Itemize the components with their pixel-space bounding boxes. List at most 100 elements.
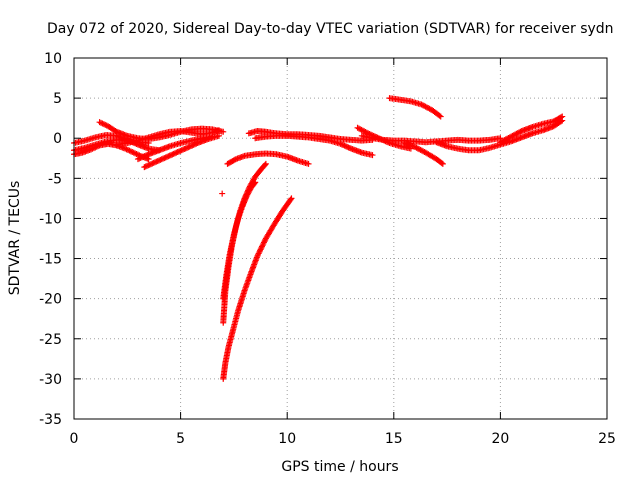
data-point [256, 247, 263, 254]
data-point [181, 146, 188, 153]
data-point [137, 154, 144, 161]
series-arc-e [113, 127, 222, 148]
data-point [146, 161, 153, 168]
series-arc-b [71, 132, 163, 154]
data-point [255, 250, 262, 257]
data-point [438, 160, 445, 167]
y-tick-labels: 10 5 0 -5 -10 -15 -20 -25 -30 -35 [39, 51, 62, 428]
y-tick-label: -30 [39, 372, 62, 388]
data-point [187, 143, 194, 150]
y-tick-label: -15 [39, 252, 62, 268]
data-point [255, 251, 262, 258]
data-point [186, 143, 193, 150]
data-point [262, 160, 269, 167]
data-point [169, 151, 176, 158]
data-point [174, 149, 181, 156]
data-point [260, 239, 267, 246]
series-arc-j [220, 195, 295, 382]
y-tick-label: -10 [39, 211, 62, 227]
data-point [179, 146, 186, 153]
x-tick-labels: 0 5 10 15 20 25 [70, 431, 616, 447]
data-point [209, 133, 216, 140]
data-point [160, 155, 167, 162]
data-point [148, 161, 155, 168]
data-point [173, 149, 180, 156]
data-point [257, 246, 264, 253]
data-point [341, 142, 348, 149]
data-point [439, 160, 446, 167]
data-point [258, 245, 265, 252]
x-tick-label: 10 [278, 431, 296, 447]
data-point [134, 156, 141, 163]
x-tick-label: 20 [491, 431, 509, 447]
data-point [177, 147, 184, 154]
data-point [260, 240, 267, 247]
data-point [136, 155, 143, 162]
data-point [215, 127, 222, 134]
data-point [165, 153, 172, 160]
data-point [142, 163, 149, 170]
data-point [345, 144, 352, 151]
plot-border [73, 57, 608, 420]
data-point [183, 144, 190, 151]
series-arc-m [252, 132, 376, 159]
y-tick-label: -25 [39, 332, 62, 348]
y-tick-label: 5 [53, 91, 62, 107]
x-tick-label: 15 [385, 431, 403, 447]
data-point [154, 158, 161, 165]
data-point [142, 152, 149, 159]
data-point [138, 154, 145, 161]
data-point [305, 160, 312, 167]
data-point [170, 150, 177, 157]
data-point [258, 243, 265, 250]
data-point [338, 141, 345, 148]
data-point [168, 152, 175, 159]
tick-marks [73, 57, 608, 420]
data-point [220, 128, 227, 135]
data-point [340, 142, 347, 149]
series-arc-r [433, 117, 566, 154]
data-point [436, 112, 443, 119]
data-point [150, 159, 157, 166]
data-point [164, 153, 171, 160]
data-point [254, 253, 261, 260]
data-point [346, 145, 353, 152]
x-tick-label: 0 [70, 431, 79, 447]
x-tick-label: 5 [176, 431, 185, 447]
data-point [559, 113, 566, 120]
data-point [145, 162, 152, 169]
data-point [141, 164, 148, 171]
data-point [189, 142, 196, 149]
data-point [252, 179, 259, 186]
data-point [288, 195, 295, 202]
series-arc-s [497, 113, 566, 146]
series-arc-k [224, 150, 312, 167]
data-points [71, 95, 566, 382]
data-point [342, 143, 349, 150]
data-point [166, 152, 173, 159]
series-isolated-point [219, 190, 226, 197]
data-point [191, 141, 198, 148]
series-arc-g [134, 133, 216, 163]
data-point [153, 158, 160, 165]
data-point [162, 154, 169, 161]
data-point [256, 249, 263, 256]
data-point [369, 152, 376, 159]
data-point [156, 157, 163, 164]
data-point [558, 114, 565, 121]
series-arc-i [220, 179, 259, 302]
data-point [178, 147, 185, 154]
data-point [231, 156, 238, 163]
data-point [185, 144, 192, 151]
data-point [437, 113, 444, 120]
x-axis-label: GPS time / hours [281, 459, 398, 475]
data-point [219, 190, 226, 197]
data-point [144, 151, 151, 158]
data-point [158, 156, 165, 163]
data-point [140, 153, 147, 160]
data-point [344, 143, 351, 150]
y-tick-label: -35 [39, 412, 62, 428]
data-point [157, 156, 164, 163]
